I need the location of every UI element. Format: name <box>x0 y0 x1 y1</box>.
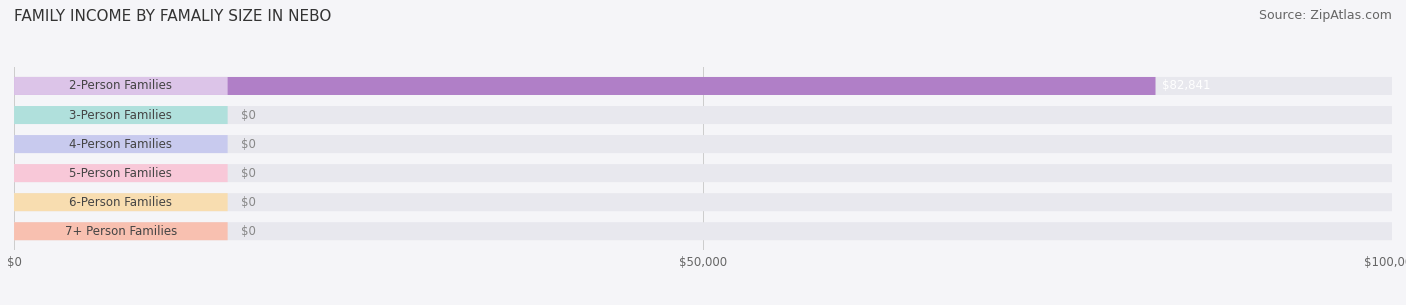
FancyBboxPatch shape <box>14 222 228 240</box>
FancyBboxPatch shape <box>14 77 1392 95</box>
Text: $0: $0 <box>242 167 256 180</box>
FancyBboxPatch shape <box>14 106 1392 124</box>
FancyBboxPatch shape <box>14 135 1392 153</box>
Text: 7+ Person Families: 7+ Person Families <box>65 225 177 238</box>
Text: 6-Person Families: 6-Person Families <box>69 196 173 209</box>
FancyBboxPatch shape <box>14 106 228 124</box>
Text: $0: $0 <box>242 196 256 209</box>
Text: 4-Person Families: 4-Person Families <box>69 138 173 151</box>
Text: 2-Person Families: 2-Person Families <box>69 80 173 92</box>
FancyBboxPatch shape <box>14 193 228 211</box>
Text: $0: $0 <box>242 138 256 151</box>
FancyBboxPatch shape <box>14 135 228 153</box>
Text: $0: $0 <box>242 225 256 238</box>
Text: $82,841: $82,841 <box>1163 80 1211 92</box>
FancyBboxPatch shape <box>14 222 1392 240</box>
Text: FAMILY INCOME BY FAMALIY SIZE IN NEBO: FAMILY INCOME BY FAMALIY SIZE IN NEBO <box>14 9 332 24</box>
FancyBboxPatch shape <box>14 193 1392 211</box>
Text: $0: $0 <box>242 109 256 121</box>
FancyBboxPatch shape <box>14 164 1392 182</box>
FancyBboxPatch shape <box>14 77 1156 95</box>
FancyBboxPatch shape <box>14 77 228 95</box>
Text: 5-Person Families: 5-Person Families <box>69 167 173 180</box>
FancyBboxPatch shape <box>14 164 228 182</box>
Text: 3-Person Families: 3-Person Families <box>69 109 173 121</box>
Text: Source: ZipAtlas.com: Source: ZipAtlas.com <box>1258 9 1392 22</box>
